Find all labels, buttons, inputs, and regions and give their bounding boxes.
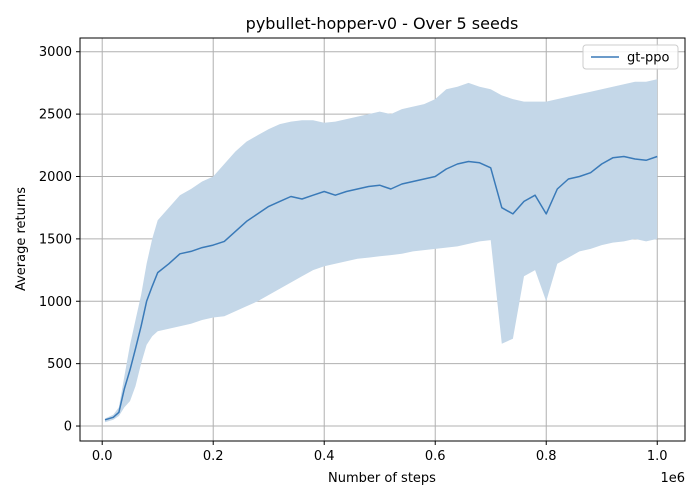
axes	[76, 37, 686, 445]
legend: gt-ppo	[582, 44, 679, 70]
x-tick-label: 0.8	[536, 449, 557, 464]
y-tick-label: 1500	[39, 232, 72, 247]
y-tick-label: 2500	[39, 108, 72, 123]
axes-frame	[79, 37, 686, 442]
y-tick-label: 1000	[39, 295, 72, 310]
x-tick-label: 1.0	[647, 449, 668, 464]
chart-title: pybullet-hopper-v0 - Over 5 seeds	[246, 14, 519, 33]
legend-label: gt-ppo	[627, 51, 670, 66]
x-tick-label: 0.4	[314, 449, 335, 464]
series-line	[104, 155, 658, 421]
x-tick-label: 0.0	[92, 449, 113, 464]
x-tick-label: 0.6	[425, 449, 446, 464]
y-tick-label: 500	[47, 357, 72, 372]
y-tick-label: 2000	[39, 170, 72, 185]
x-axis-offset-label: 1e6	[660, 471, 685, 486]
confidence-bands	[105, 79, 658, 423]
series-lines	[104, 155, 658, 421]
x-axis-label: Number of steps	[328, 471, 436, 486]
legend-box	[582, 44, 679, 70]
confidence-band	[105, 79, 658, 423]
y-tick-label: 3000	[39, 45, 72, 60]
y-tick-label: 0	[64, 420, 72, 435]
tick-labels: 0.0 0.2 0.4 0.6 0.8 1.0 0 500 1000 1500 2000 2500 30…	[39, 45, 668, 464]
y-axis-label: Average returns	[14, 187, 29, 291]
x-tick-label: 0.2	[203, 449, 224, 464]
